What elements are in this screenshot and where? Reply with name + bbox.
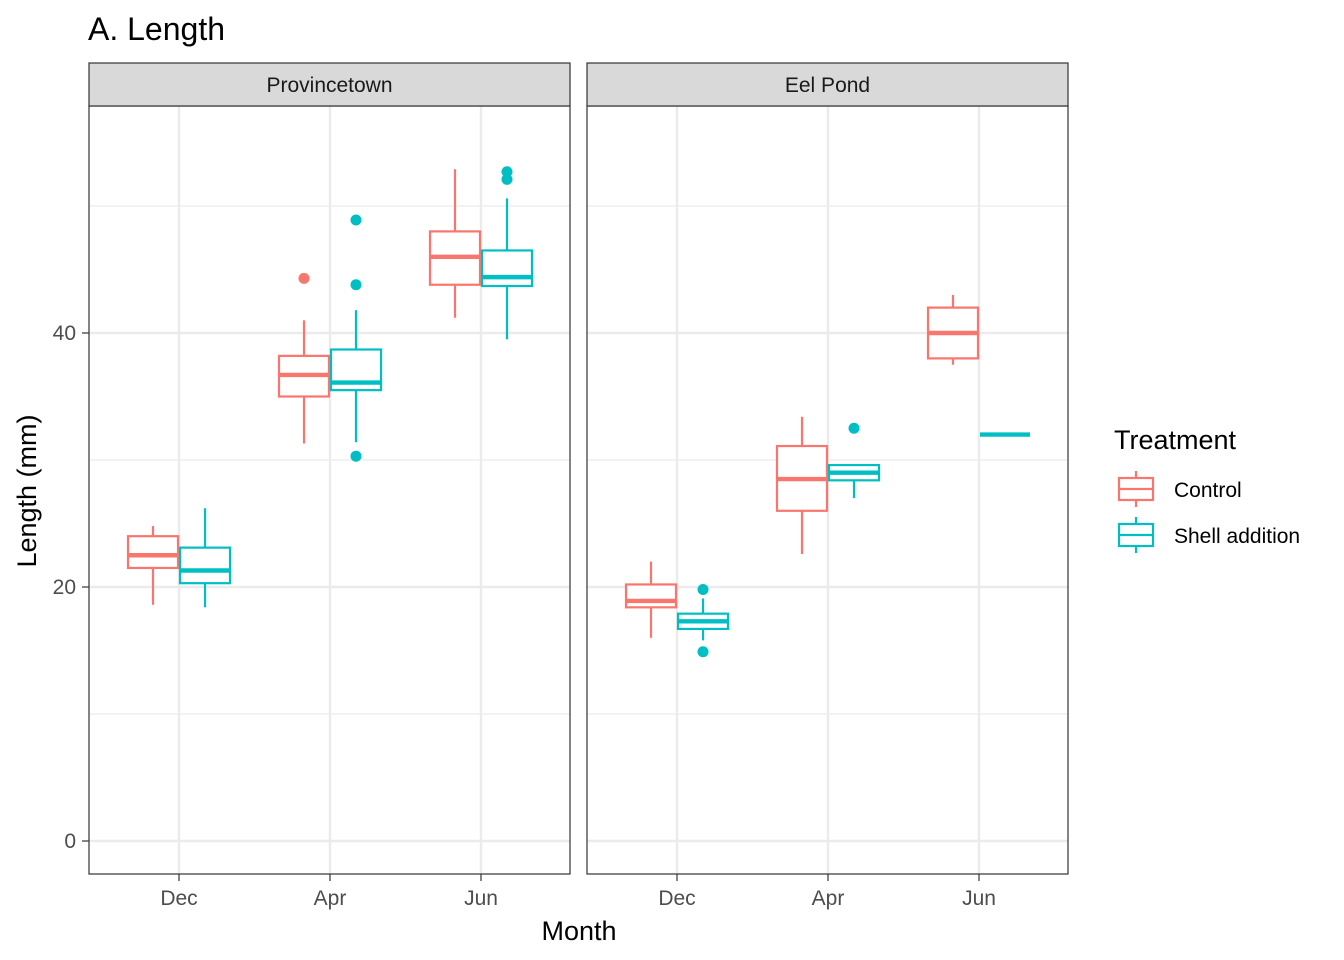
box-eel-pond-jun-control [926,294,980,365]
legend-label: Shell addition [1174,525,1300,548]
outlier-point [350,214,362,226]
x-tick-label: Dec [658,887,695,910]
outlier-point [350,450,362,462]
chart-title: A. Length [88,11,225,47]
panel-provincetown: Provincetown Dec Apr Jun [88,62,571,910]
y-axis: 0 20 40 [53,322,89,853]
box-iqr [178,546,232,585]
box-iqr [126,535,180,570]
outlier-point [697,646,709,658]
x-tick-label: Jun [464,887,498,910]
panel-eel-pond: Eel Pond Dec Apr Jun [586,62,1069,910]
x-tick-label: Apr [812,887,845,910]
box-eel-pond-dec-shell-addition [676,584,730,658]
box-provincetown-apr-shell-addition [329,214,383,462]
box-provincetown-apr-control [277,272,331,444]
y-tick-label: 0 [64,830,76,853]
panels-layer: Provincetown Dec Apr Jun Eel Pond Dec Apr Jun 0 2… [53,62,1069,910]
box-provincetown-dec-shell-addition [178,508,232,608]
facet-strip-label: Eel Pond [785,74,870,97]
facet-strip [586,62,1069,107]
x-tick-label: Jun [962,887,996,910]
outlier-point [697,584,709,596]
facet-strip-label: Provincetown [266,74,392,97]
outlier-point [848,422,860,434]
legend: Treatment Control Shell addition [1114,425,1300,553]
legend-label: Control [1174,479,1242,502]
legend-item-control: Control [1117,471,1242,507]
box-iqr [480,249,534,288]
outlier-point [298,272,310,284]
box-provincetown-jun-shell-addition [480,166,534,340]
x-axis-title: Month [541,916,616,946]
y-tick-label: 40 [53,322,76,345]
outlier-point [501,166,513,178]
legend-title: Treatment [1114,425,1237,455]
outlier-point [501,173,513,185]
legend-item-shell-addition: Shell addition [1117,517,1300,553]
y-axis-title: Length (mm) [12,414,42,567]
box-eel-pond-apr-shell-addition [827,422,881,499]
outlier-point [350,279,362,291]
x-tick-label: Apr [314,887,347,910]
box-provincetown-dec-control [126,526,180,605]
box-eel-pond-apr-control [775,416,829,554]
box-eel-pond-dec-control [624,561,678,638]
box-provincetown-jun-control [428,169,482,318]
x-tick-label: Dec [160,887,197,910]
y-tick-label: 20 [53,576,76,599]
facet-strip [88,62,571,107]
box-iqr [624,583,678,609]
